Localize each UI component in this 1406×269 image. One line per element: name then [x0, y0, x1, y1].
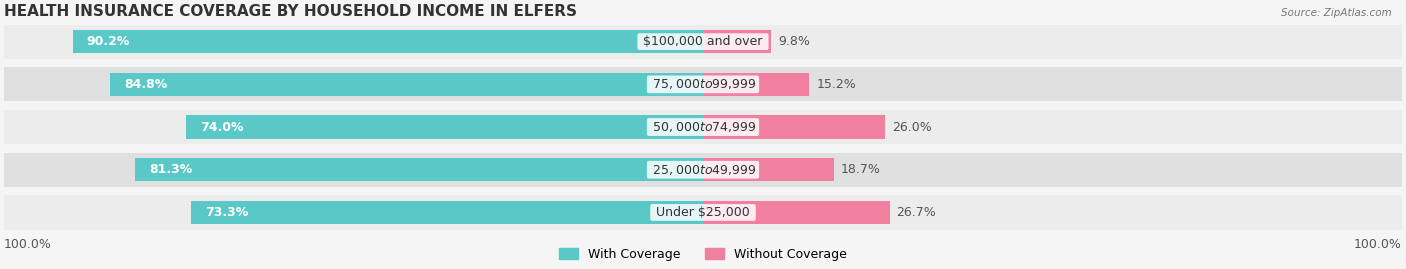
Text: 26.0%: 26.0% — [891, 121, 931, 133]
Text: $25,000 to $49,999: $25,000 to $49,999 — [648, 163, 758, 177]
Bar — [191, 201, 703, 224]
Text: 73.3%: 73.3% — [205, 206, 247, 219]
Bar — [135, 158, 703, 182]
Text: Under $25,000: Under $25,000 — [652, 206, 754, 219]
Bar — [4, 24, 1402, 59]
Text: $100,000 and over: $100,000 and over — [640, 35, 766, 48]
Bar — [703, 115, 884, 139]
Text: 90.2%: 90.2% — [87, 35, 129, 48]
Text: Source: ZipAtlas.com: Source: ZipAtlas.com — [1281, 8, 1392, 18]
Text: $75,000 to $99,999: $75,000 to $99,999 — [648, 77, 758, 91]
Text: HEALTH INSURANCE COVERAGE BY HOUSEHOLD INCOME IN ELFERS: HEALTH INSURANCE COVERAGE BY HOUSEHOLD I… — [4, 4, 578, 19]
Bar — [4, 195, 1402, 229]
Bar — [186, 115, 703, 139]
Bar — [4, 67, 1402, 101]
Bar — [73, 30, 703, 54]
Text: 26.7%: 26.7% — [897, 206, 936, 219]
Bar — [4, 153, 1402, 187]
Bar — [111, 73, 703, 96]
Bar — [703, 201, 890, 224]
Text: 74.0%: 74.0% — [200, 121, 243, 133]
Bar — [703, 158, 834, 182]
Text: 15.2%: 15.2% — [817, 78, 856, 91]
Text: 84.8%: 84.8% — [124, 78, 167, 91]
Bar — [703, 30, 772, 54]
Text: 18.7%: 18.7% — [841, 163, 880, 176]
Text: 100.0%: 100.0% — [4, 238, 52, 251]
Bar — [703, 73, 810, 96]
Text: $50,000 to $74,999: $50,000 to $74,999 — [648, 120, 758, 134]
Text: 100.0%: 100.0% — [1354, 238, 1402, 251]
Bar — [4, 110, 1402, 144]
Text: 81.3%: 81.3% — [149, 163, 193, 176]
Text: 9.8%: 9.8% — [779, 35, 810, 48]
Legend: With Coverage, Without Coverage: With Coverage, Without Coverage — [554, 243, 852, 266]
